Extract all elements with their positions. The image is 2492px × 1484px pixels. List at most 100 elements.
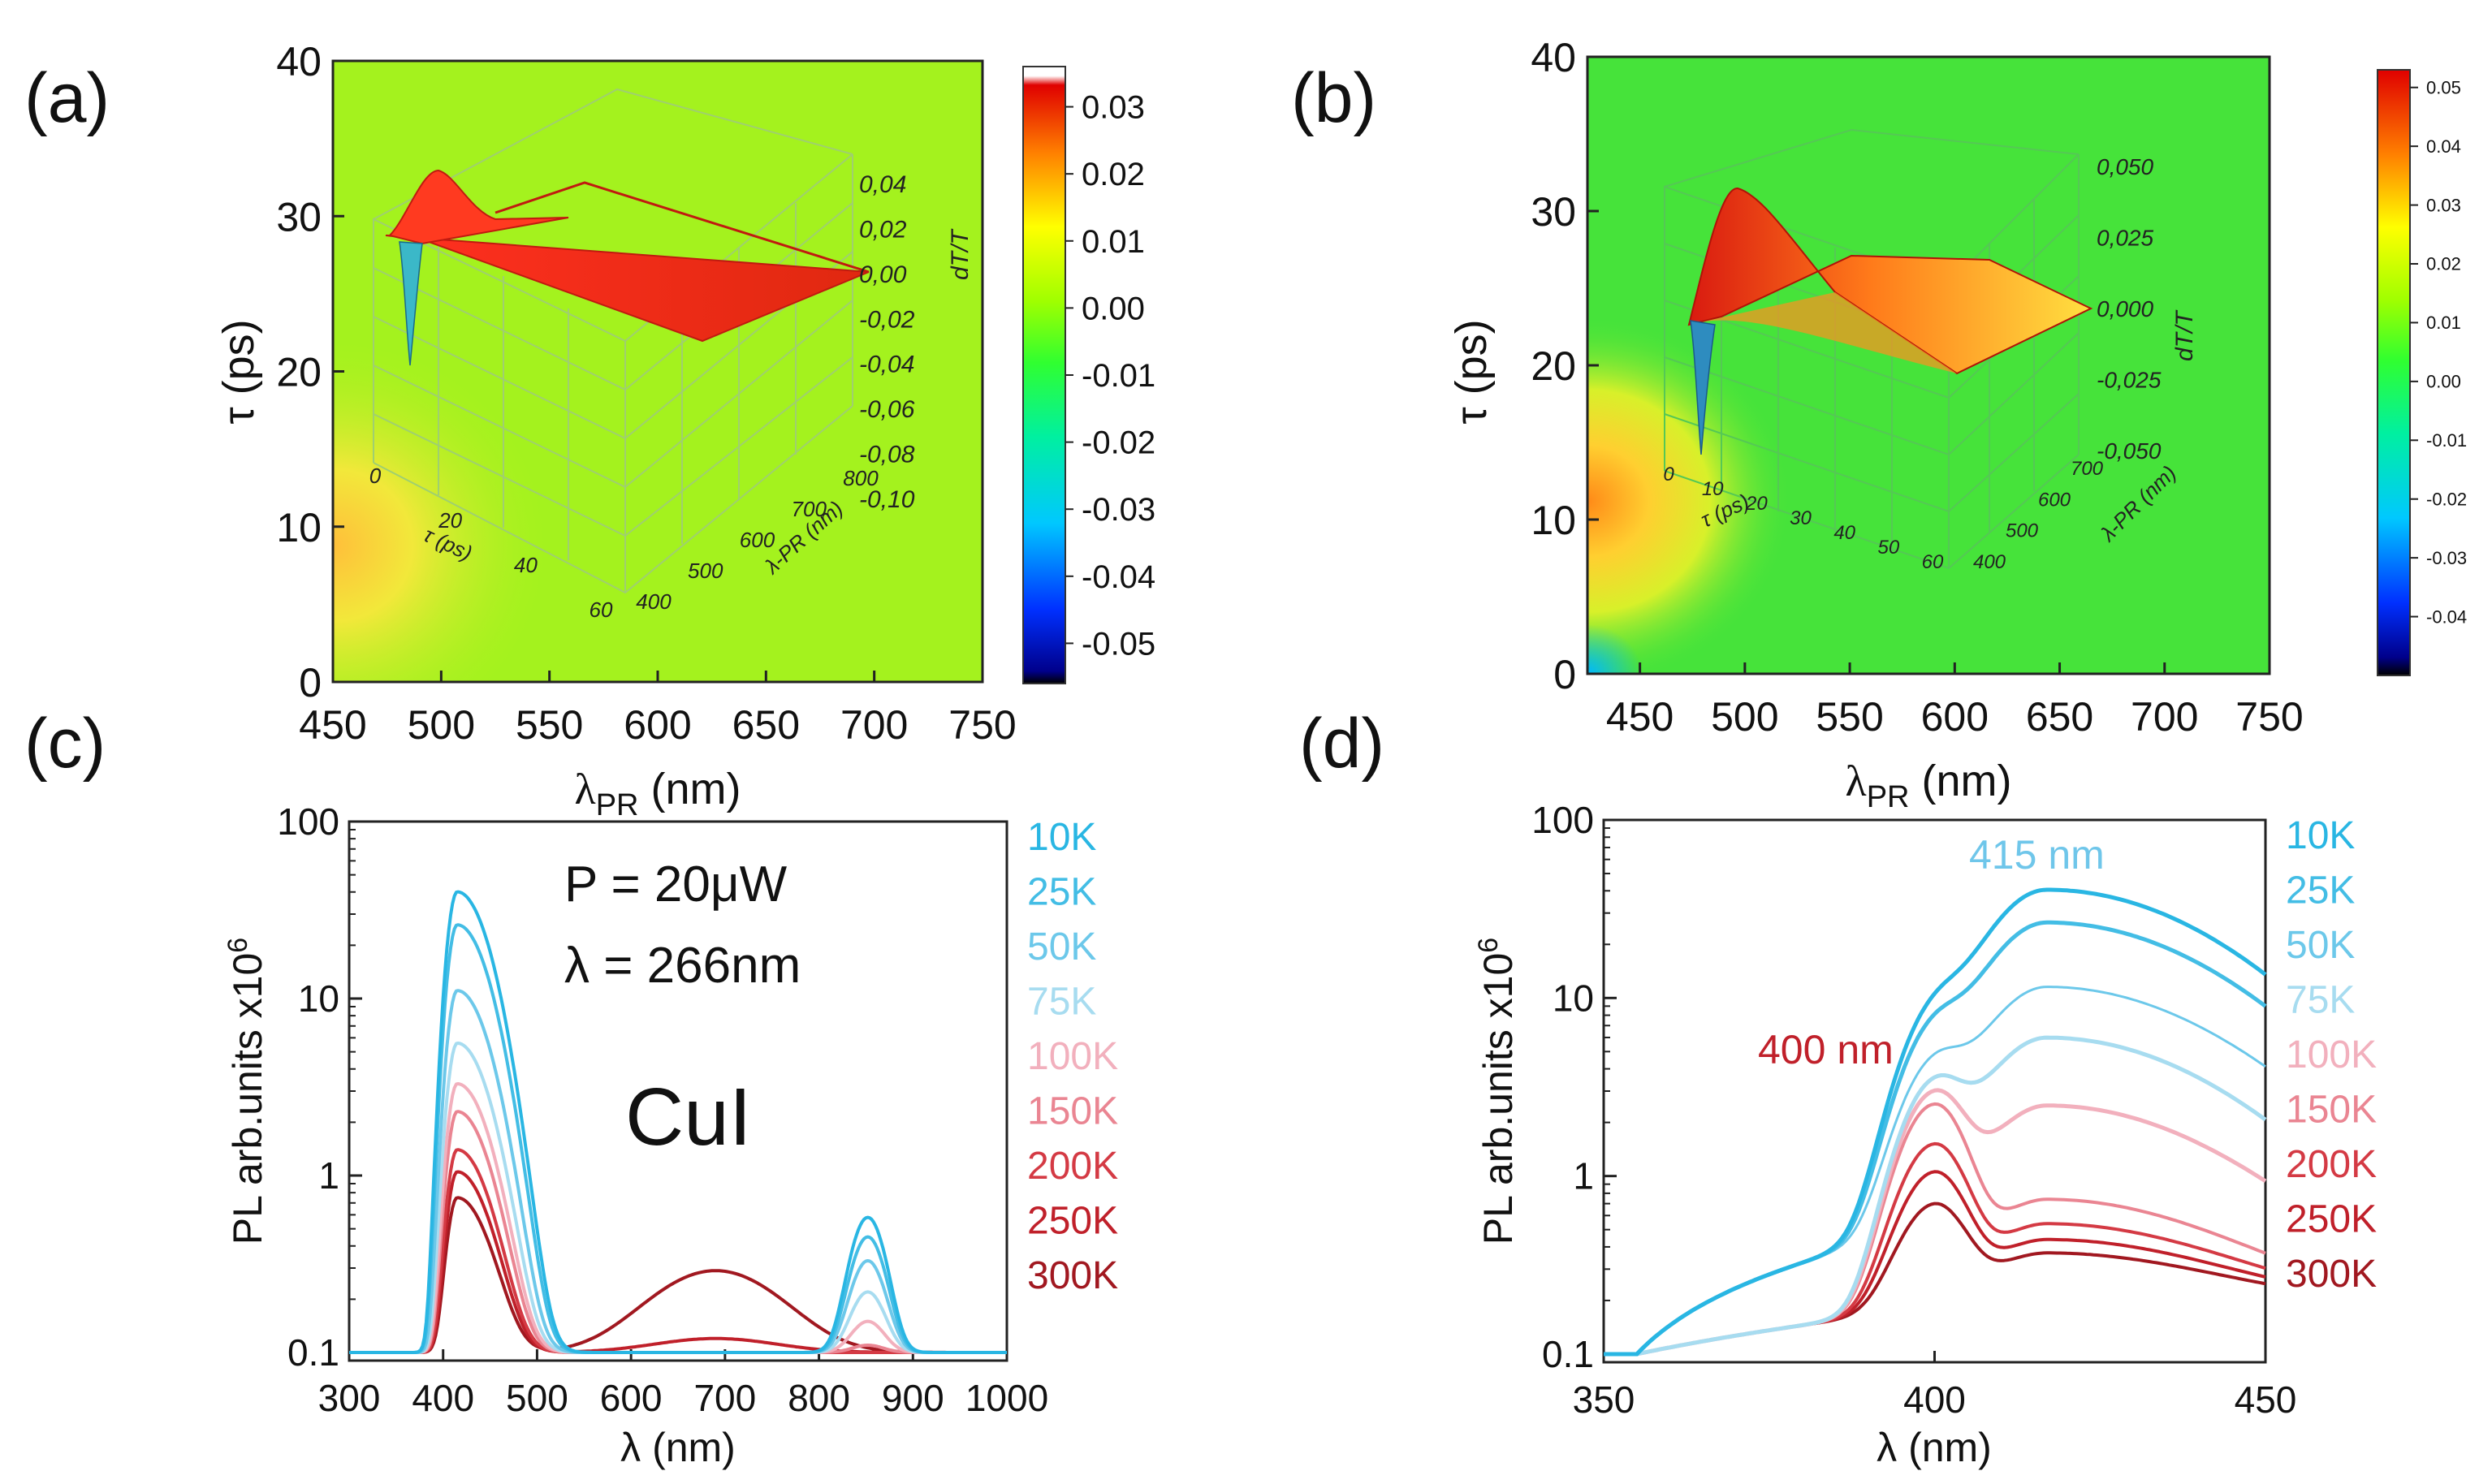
panel-d-label: (d)	[1299, 705, 1384, 783]
y-tick-label: 10	[1553, 977, 1594, 1019]
colorbar-a-ticks: 0.03 0.02 0.01 0.00 -0.01 -0.02 -0.03 -0.04 -0.0…	[1065, 90, 1155, 662]
y-tick-label: 30	[1531, 189, 1576, 235]
heatmap-b-y-ticks: 0 10 20 30 40	[1531, 35, 1599, 697]
colorbar-tick-label: 0.05	[2426, 77, 2461, 97]
heatmap-b-x-label: λPR (nm)	[1846, 757, 2012, 814]
plot-c-x-label: λ (nm)	[620, 1425, 736, 1470]
plot-d-x-ticks: 350 400 450	[1573, 1351, 2296, 1421]
x-tick-label: 350	[1573, 1378, 1635, 1421]
x-tick-label: 300	[318, 1377, 381, 1419]
panel-a-label: (a)	[24, 59, 110, 137]
colorbar-tick-label: 0.02	[2426, 254, 2461, 274]
plot-c-y-ticks: 0.1 1 10 100	[277, 800, 362, 1374]
inset-3d-a-peak	[388, 169, 569, 245]
colorbar-tick-label: 0.01	[1082, 224, 1145, 260]
inset-z-tick-label: -0,08	[859, 442, 915, 468]
x-tick-label: 700	[693, 1377, 756, 1419]
heatmap-b-y-label: τ (ps)	[1447, 319, 1496, 424]
colorbar-tick-label: 0.01	[2426, 313, 2461, 333]
x-tick-label: 650	[2026, 694, 2093, 740]
inset-3d-a-z-ticks: 0,04 0,02 0,00 -0,02 -0,04 -0,06 -0,08 -0,10	[859, 171, 915, 513]
y-tick-label: 100	[277, 800, 339, 843]
inset-z-tick-label: -0,04	[859, 352, 914, 378]
inset-tau-tick-label: 0	[1663, 464, 1674, 485]
annotation-material: CuI	[625, 1072, 752, 1163]
annotation-400nm: 400 nm	[1758, 1027, 1894, 1072]
inset-z-tick-label: -0,025	[2097, 368, 2162, 393]
y-tick-label: 20	[1531, 343, 1576, 389]
inset-z-tick-label: 0,04	[859, 171, 906, 198]
x-tick-label: 700	[2131, 694, 2198, 740]
plot-d-y-ticks: 0.1 1 10 100	[1531, 799, 1617, 1375]
x-tick-label: 900	[882, 1377, 944, 1419]
series-line-75K	[1604, 1035, 2267, 1357]
x-tick-label: 500	[1711, 694, 1778, 740]
x-tick-label: 500	[506, 1377, 568, 1419]
inset-z-tick-label: -0,10	[859, 486, 915, 513]
colorbar-tick-label: 0.00	[1082, 291, 1145, 326]
panel-b-label: (b)	[1291, 59, 1376, 137]
legend-entry-250K: 250K	[2286, 1198, 2377, 1241]
y-tick-label: 10	[276, 505, 322, 550]
inset-3d-a-z-label: dT/T	[947, 228, 974, 280]
inset-tau-tick-label: 10	[1702, 478, 1724, 500]
inset-lambda-tick-label: 700	[2071, 458, 2104, 480]
heatmap-a-x-label: λPR (nm)	[575, 765, 741, 822]
legend-entry-200K: 200K	[1027, 1145, 1118, 1188]
inset-z-tick-label: -0,06	[859, 396, 915, 423]
inset-3d-b-dip	[1690, 320, 1716, 455]
inset-tau-tick-label: 20	[1745, 493, 1768, 515]
inset-3d-b-tau-ticks: 0 10 20 30 40 50 60	[1663, 464, 1944, 573]
plot-d-x-label: λ (nm)	[1877, 1425, 1992, 1470]
x-tick-label: 700	[840, 702, 908, 748]
inset-tau-tick-label: 40	[1833, 522, 1855, 544]
colorbar-tick-label: -0.03	[2426, 548, 2467, 568]
colorbar-tick-label: -0.02	[1082, 425, 1155, 461]
series-line-10K	[1604, 887, 2267, 1357]
inset-3d-b-z-ticks: 0,050 0,025 0,000 -0,025 -0,050	[2097, 154, 2162, 464]
plot-d-y-label: PL arb.units x106	[1473, 938, 1521, 1245]
inset-lambda-tick-label: 500	[688, 559, 723, 583]
plot-c-frame	[348, 820, 1008, 1362]
inset-3d-a: 0,04 0,02 0,00 -0,02 -0,04 -0,06 -0,08 -0,10 dT…	[369, 88, 974, 622]
inset-z-tick-label: 0,00	[859, 261, 907, 288]
inset-3d-a-lambda-ticks: 400 500 600 700 800	[636, 466, 879, 614]
y-tick-label: 0.1	[287, 1331, 339, 1374]
panel-c-label: (c)	[24, 705, 106, 783]
legend-entry-75K: 75K	[1027, 981, 1096, 1024]
colorbar-b	[2377, 69, 2411, 676]
inset-lambda-tick-label: 600	[2038, 489, 2071, 511]
x-tick-label: 650	[732, 702, 800, 748]
colorbar-tick-label: 0.02	[1082, 157, 1145, 192]
inset-3d-b-z-label: dT/T	[2171, 309, 2198, 361]
x-tick-label: 550	[1816, 694, 1883, 740]
y-tick-label: 0	[1553, 652, 1576, 697]
inset-tau-tick-label: 60	[590, 597, 613, 622]
colorbar-tick-label: -0.04	[2426, 606, 2467, 627]
y-tick-label: 0	[299, 660, 322, 705]
legend-entry-250K: 250K	[1027, 1200, 1118, 1243]
y-tick-label: 20	[276, 350, 322, 395]
colorbar-a	[1022, 66, 1066, 684]
inset-tau-tick-label: 40	[514, 553, 538, 577]
annotation-power: P = 20μW	[564, 856, 788, 912]
colorbar-tick-label: 0.00	[2426, 372, 2461, 392]
inset-3d-b-flank	[1689, 292, 1957, 373]
legend-entry-100K: 100K	[2286, 1033, 2377, 1076]
inset-z-tick-label: 0,025	[2097, 226, 2153, 251]
panel-d: (d) 350 400 450 0.1 1 10 100 10K 25K 50K 75K 100K…	[1299, 705, 2377, 1470]
legend-entry-300K: 300K	[1027, 1254, 1118, 1297]
colorbar-tick-label: -0.02	[2426, 489, 2467, 509]
heatmap-a-y-ticks: 0 10 20 30 40	[276, 39, 344, 705]
inset-3d-a-tau-ticks: 0 20 40 60	[369, 464, 613, 622]
legend-entry-50K: 50K	[1027, 925, 1096, 968]
plot-c-x-ticks: 300 400 500 600 700 800 900 1000	[318, 1349, 1048, 1419]
colorbar-tick-label: -0.04	[1082, 559, 1155, 595]
x-tick-label: 400	[1903, 1378, 1966, 1421]
y-tick-label: 10	[1531, 498, 1576, 543]
x-tick-label: 450	[1606, 694, 1674, 740]
heatmap-a-x-ticks: 450 500 550 600 650 700 750	[299, 671, 1017, 748]
